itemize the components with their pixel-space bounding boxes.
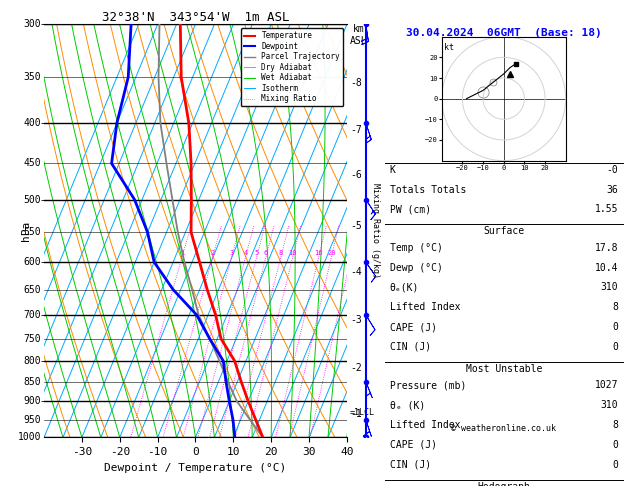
Text: CAPE (J): CAPE (J) <box>389 322 437 332</box>
Text: -7: -7 <box>350 125 362 135</box>
Text: 900: 900 <box>23 396 41 406</box>
Text: 0: 0 <box>612 322 618 332</box>
Text: Pressure (mb): Pressure (mb) <box>389 381 466 390</box>
Text: -4: -4 <box>350 267 362 278</box>
Text: 4: 4 <box>243 250 248 256</box>
Text: hPa: hPa <box>21 221 31 241</box>
Text: -0: -0 <box>606 165 618 175</box>
Text: 1027: 1027 <box>594 381 618 390</box>
Text: 17.8: 17.8 <box>594 243 618 253</box>
Text: 310: 310 <box>600 400 618 410</box>
Text: 6: 6 <box>264 250 268 256</box>
Text: =1LCL: =1LCL <box>350 408 375 417</box>
Text: Dewp (°C): Dewp (°C) <box>389 262 442 273</box>
Text: 600: 600 <box>23 257 41 267</box>
Text: km
ASL: km ASL <box>350 24 368 46</box>
Text: Hodograph: Hodograph <box>477 482 530 486</box>
Text: 10.4: 10.4 <box>594 262 618 273</box>
Text: 1000: 1000 <box>18 433 41 442</box>
Text: Surface: Surface <box>483 226 525 236</box>
Text: -1: -1 <box>350 409 362 418</box>
Text: θₑ(K): θₑ(K) <box>389 282 419 293</box>
Text: CIN (J): CIN (J) <box>389 342 431 352</box>
Text: -5: -5 <box>350 221 362 231</box>
Text: 20: 20 <box>327 250 336 256</box>
X-axis label: Dewpoint / Temperature (°C): Dewpoint / Temperature (°C) <box>104 463 287 473</box>
Text: 1.55: 1.55 <box>594 205 618 214</box>
Text: 300: 300 <box>23 19 41 29</box>
Text: Totals Totals: Totals Totals <box>389 185 466 194</box>
Text: 0: 0 <box>612 342 618 352</box>
Text: 16: 16 <box>314 250 323 256</box>
Text: K: K <box>389 165 396 175</box>
Text: 8: 8 <box>279 250 283 256</box>
Text: θₑ (K): θₑ (K) <box>389 400 425 410</box>
Text: 800: 800 <box>23 356 41 366</box>
Text: 400: 400 <box>23 118 41 128</box>
Text: Most Unstable: Most Unstable <box>465 364 542 374</box>
Text: PW (cm): PW (cm) <box>389 205 431 214</box>
Text: 30.04.2024  06GMT  (Base: 18): 30.04.2024 06GMT (Base: 18) <box>406 29 601 38</box>
Text: 950: 950 <box>23 415 41 425</box>
Text: Lifted Index: Lifted Index <box>389 302 460 312</box>
Text: © weatheronline.co.uk: © weatheronline.co.uk <box>451 424 556 434</box>
Text: CIN (J): CIN (J) <box>389 460 431 469</box>
Text: 3: 3 <box>230 250 234 256</box>
Text: 8: 8 <box>612 420 618 430</box>
Text: Mixing Ratio (g/kg): Mixing Ratio (g/kg) <box>371 183 380 278</box>
Text: 10: 10 <box>289 250 297 256</box>
Text: 8: 8 <box>612 302 618 312</box>
Title: 32°38'N  343°54'W  1m ASL: 32°38'N 343°54'W 1m ASL <box>102 11 289 24</box>
Text: 850: 850 <box>23 377 41 387</box>
Text: CAPE (J): CAPE (J) <box>389 440 437 450</box>
Text: 500: 500 <box>23 194 41 205</box>
Text: 750: 750 <box>23 334 41 344</box>
Text: 1: 1 <box>180 250 184 256</box>
Text: Temp (°C): Temp (°C) <box>389 243 442 253</box>
Text: 450: 450 <box>23 158 41 169</box>
Text: -8: -8 <box>350 78 362 88</box>
Text: 5: 5 <box>255 250 259 256</box>
Text: 0: 0 <box>612 460 618 469</box>
Text: 650: 650 <box>23 285 41 295</box>
Text: Lifted Index: Lifted Index <box>389 420 460 430</box>
Text: 700: 700 <box>23 310 41 320</box>
Text: -6: -6 <box>350 171 362 180</box>
Text: 36: 36 <box>606 185 618 194</box>
Text: 2: 2 <box>211 250 215 256</box>
Text: -3: -3 <box>350 315 362 325</box>
Text: -2: -2 <box>350 363 362 373</box>
Text: 350: 350 <box>23 72 41 82</box>
Text: 310: 310 <box>600 282 618 293</box>
Legend: Temperature, Dewpoint, Parcel Trajectory, Dry Adiabat, Wet Adiabat, Isotherm, Mi: Temperature, Dewpoint, Parcel Trajectory… <box>241 28 343 106</box>
Text: 550: 550 <box>23 227 41 237</box>
Text: 0: 0 <box>612 440 618 450</box>
